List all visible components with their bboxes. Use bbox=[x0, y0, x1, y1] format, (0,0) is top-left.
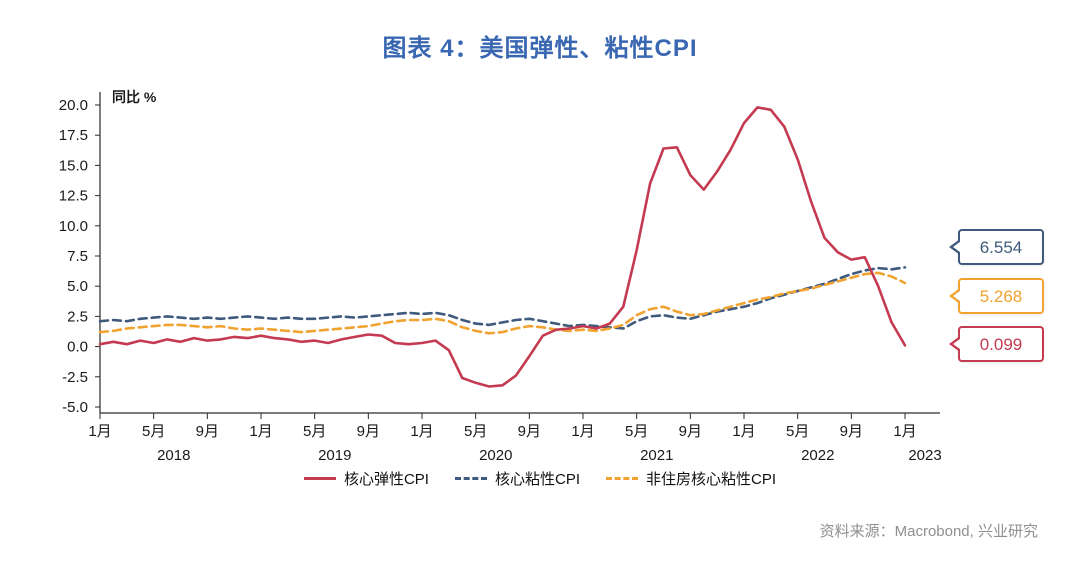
source-note: 资料来源：Macrobond, 兴业研究 bbox=[819, 523, 1038, 540]
end-value-nonhousing-core-sticky-cpi: 5.268 bbox=[979, 287, 1023, 306]
svg-text:15.0: 15.0 bbox=[59, 157, 88, 174]
svg-text:1月: 1月 bbox=[893, 423, 916, 440]
legend-item-nonhousing-core-sticky-cpi: 非住房核心粘性CPI bbox=[606, 468, 776, 489]
svg-text:5月: 5月 bbox=[625, 423, 648, 440]
svg-text:9月: 9月 bbox=[196, 423, 219, 440]
svg-text:-2.5: -2.5 bbox=[62, 369, 88, 386]
end-value-core-flexible-cpi: 0.099 bbox=[979, 335, 1023, 354]
svg-text:1月: 1月 bbox=[571, 423, 594, 440]
svg-text:9月: 9月 bbox=[840, 423, 863, 440]
svg-text:0.0: 0.0 bbox=[67, 339, 88, 356]
svg-text:9月: 9月 bbox=[357, 423, 380, 440]
svg-text:同比 %: 同比 % bbox=[112, 89, 157, 105]
svg-text:5月: 5月 bbox=[303, 423, 326, 440]
svg-text:2022: 2022 bbox=[801, 447, 834, 464]
svg-text:17.5: 17.5 bbox=[59, 127, 88, 144]
end-value-label-core-flexible-cpi: 0.099 bbox=[949, 326, 1044, 362]
end-value-label-nonhousing-core-sticky-cpi: 5.268 bbox=[949, 278, 1044, 314]
svg-text:2023: 2023 bbox=[908, 447, 941, 464]
chart-legend: 核心弹性CPI 核心粘性CPI 非住房核心粘性CPI bbox=[0, 468, 1080, 489]
legend-line-sample-red-solid bbox=[303, 477, 336, 480]
svg-text:5月: 5月 bbox=[786, 423, 809, 440]
svg-text:2018: 2018 bbox=[157, 447, 190, 464]
svg-text:2.5: 2.5 bbox=[67, 308, 88, 325]
legend-item-core-flexible-cpi: 核心弹性CPI bbox=[303, 468, 429, 489]
svg-text:5月: 5月 bbox=[464, 423, 487, 440]
svg-text:5月: 5月 bbox=[142, 423, 165, 440]
svg-text:2019: 2019 bbox=[318, 447, 351, 464]
legend-label-nonhousing-core-sticky-cpi: 非住房核心粘性CPI bbox=[646, 471, 777, 488]
svg-text:9月: 9月 bbox=[518, 423, 541, 440]
legend-line-sample-navy-dashed bbox=[454, 477, 487, 480]
svg-text:2021: 2021 bbox=[640, 447, 673, 464]
end-value-label-core-sticky-cpi: 6.554 bbox=[949, 229, 1044, 265]
svg-text:5.0: 5.0 bbox=[67, 278, 88, 295]
svg-text:20.0: 20.0 bbox=[59, 97, 88, 114]
end-value-core-sticky-cpi: 6.554 bbox=[979, 238, 1023, 257]
legend-item-core-sticky-cpi: 核心粘性CPI bbox=[454, 468, 580, 489]
svg-text:2020: 2020 bbox=[479, 447, 512, 464]
svg-text:1月: 1月 bbox=[732, 423, 755, 440]
legend-label-core-sticky-cpi: 核心粘性CPI bbox=[494, 471, 580, 488]
svg-text:-5.0: -5.0 bbox=[62, 399, 88, 416]
svg-text:9月: 9月 bbox=[679, 423, 702, 440]
svg-text:12.5: 12.5 bbox=[59, 188, 88, 205]
svg-text:1月: 1月 bbox=[249, 423, 272, 440]
legend-label-core-flexible-cpi: 核心弹性CPI bbox=[343, 471, 429, 488]
svg-text:7.5: 7.5 bbox=[67, 248, 88, 265]
svg-text:10.0: 10.0 bbox=[59, 218, 88, 235]
svg-text:1月: 1月 bbox=[410, 423, 433, 440]
svg-text:1月: 1月 bbox=[88, 423, 111, 440]
chart-title: 图表 4：美国弹性、粘性CPI bbox=[382, 35, 698, 62]
legend-line-sample-orange-dashed bbox=[606, 477, 638, 480]
